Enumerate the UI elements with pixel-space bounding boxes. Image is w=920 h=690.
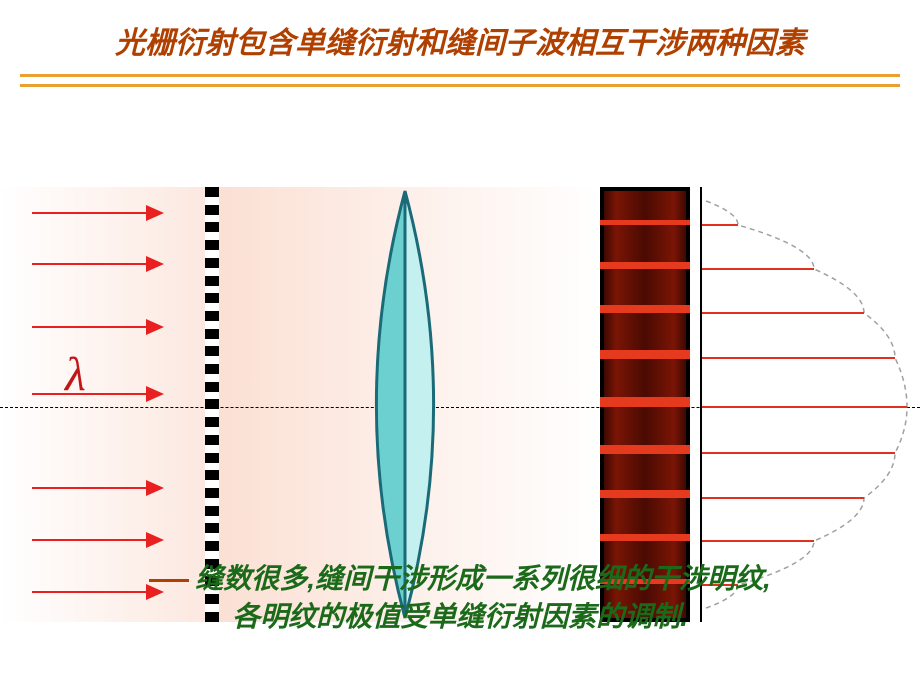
grating-slit — [205, 488, 219, 498]
diffraction-grating — [205, 187, 219, 622]
grating-slit — [205, 506, 219, 516]
incident-arrow — [32, 393, 162, 395]
grating-slit — [205, 240, 219, 250]
incident-arrow — [32, 212, 162, 214]
converging-lens — [361, 187, 449, 622]
caption-dash — [149, 579, 189, 582]
observation-screen — [600, 187, 690, 622]
optics-diagram: λ — [0, 187, 920, 622]
caption-text: 缝数很多,缝间干涉形成一系列很细的干涉明纹, 各明纹的极值受单缝衍射因素的调制. — [0, 560, 920, 636]
grating-slit — [205, 453, 219, 463]
grating-slit — [205, 541, 219, 551]
intensity-bar — [702, 452, 895, 454]
incident-arrow — [32, 539, 162, 541]
grating-slit — [205, 293, 219, 303]
grating-slit — [205, 435, 219, 445]
grating-slit — [205, 311, 219, 321]
divider-bottom — [20, 84, 900, 87]
grating-slit — [205, 523, 219, 533]
incident-arrow — [32, 487, 162, 489]
caption-line2: 各明纹的极值受单缝衍射因素的调制. — [232, 601, 688, 632]
incident-arrow — [32, 326, 162, 328]
grating-slit — [205, 329, 219, 339]
grating-slit — [205, 205, 219, 215]
bright-fringe — [600, 445, 690, 454]
intensity-bar — [702, 312, 864, 314]
intensity-bar — [702, 497, 864, 499]
grating-slit — [205, 470, 219, 480]
bright-fringe — [600, 262, 690, 269]
bright-fringe — [600, 490, 690, 498]
grating-slit — [205, 276, 219, 286]
grating-slit — [205, 222, 219, 232]
grating-slit — [205, 187, 219, 197]
diffraction-envelope — [700, 187, 910, 622]
grating-slit — [205, 364, 219, 374]
intensity-bar — [702, 224, 738, 226]
incident-arrow — [32, 263, 162, 265]
grating-slit — [205, 346, 219, 356]
bright-fringe — [600, 220, 690, 225]
bright-fringe — [600, 350, 690, 359]
bright-fringe — [600, 397, 690, 407]
grating-slit — [205, 417, 219, 427]
divider-top — [20, 74, 900, 77]
intensity-pattern — [700, 187, 910, 622]
intensity-bar — [702, 268, 814, 270]
bright-fringe — [600, 534, 690, 541]
intensity-bar — [702, 540, 814, 542]
grating-slit — [205, 258, 219, 268]
caption-line1: 缝数很多,缝间干涉形成一系列很细的干涉明纹, — [195, 563, 771, 594]
bright-fringe — [600, 305, 690, 313]
intensity-bar — [702, 357, 895, 359]
grating-slit — [205, 382, 219, 392]
intensity-bar — [702, 406, 907, 408]
slide-title: 光栅衍射包含单缝衍射和缝间子波相互干涉两种因素 — [0, 0, 920, 62]
incident-light-region: λ — [0, 187, 205, 622]
